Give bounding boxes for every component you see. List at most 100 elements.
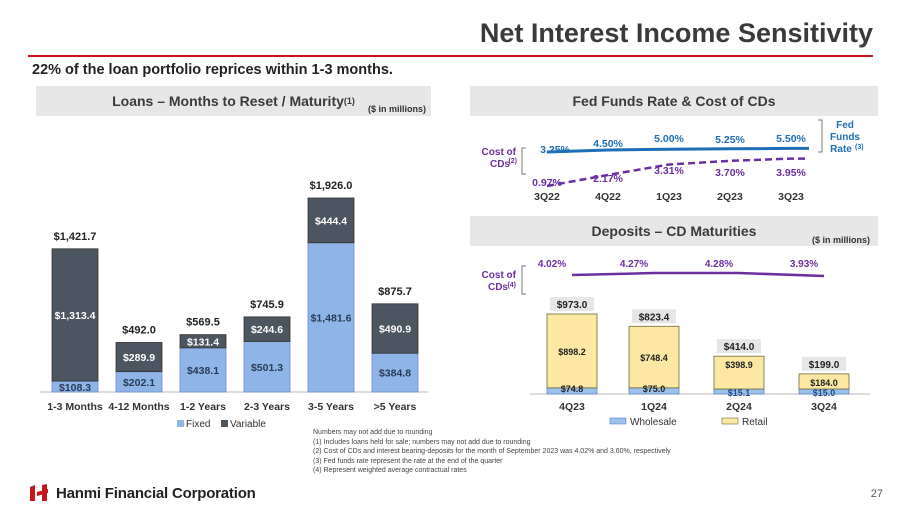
legend-label-wholesale: Wholesale (630, 417, 677, 428)
loans-panel-title-sup: (1) (343, 96, 355, 106)
variable-value-label: $289.9 (123, 352, 155, 364)
retail-bar (628, 325, 680, 389)
page-number: 27 (870, 488, 883, 500)
x-tick-label: 1Q23 (656, 191, 682, 203)
retail-value-label: $184.0 (810, 378, 838, 388)
wholesale-value-label: $75.0 (643, 384, 666, 394)
fed-panel-header: Fed Funds Rate & Cost of CDs (470, 86, 878, 116)
total-value-label: $492.0 (122, 324, 156, 336)
x-tick-label: >5 Years (374, 401, 417, 413)
variable-bar (179, 334, 227, 349)
x-tick-label: 1-2 Years (180, 401, 226, 413)
deposits-unit-label: ($ in millions) (812, 235, 871, 245)
footnote: Numbers may not add due to rounding (313, 429, 433, 436)
legend-swatch-retail (721, 417, 739, 425)
retail-bar (546, 313, 598, 389)
fed-panel-title: Fed Funds Rate & Cost of CDs (572, 93, 776, 109)
wholesale-value-label: $74.8 (561, 384, 584, 394)
footnote: (1) Includes loans held for sale; number… (313, 438, 531, 446)
cost-of-cds-label: Cost of (482, 147, 517, 158)
deposit-cost-bracket (521, 265, 526, 295)
fixed-value-label: $108.3 (59, 382, 91, 394)
total-value-label: $1,421.7 (54, 231, 97, 243)
variable-value-label: $244.6 (251, 324, 283, 336)
x-tick-label: 3Q24 (811, 401, 837, 413)
x-tick-label: 1-3 Months (47, 401, 103, 413)
x-tick-label: 4Q23 (559, 401, 585, 413)
page-subtitle: 22% of the loan portfolio reprices withi… (32, 62, 393, 78)
fixed-value-label: $384.8 (379, 368, 411, 380)
fed-rate-label: 5.25% (715, 134, 745, 146)
footnote: (3) Fed funds rate represent the rate at… (313, 457, 503, 465)
variable-bar (307, 197, 355, 244)
wholesale-value-label: $15.0 (813, 388, 836, 398)
cost-of-cds-label-2: CDs (490, 159, 510, 170)
page-title: Net Interest Income Sensitivity (479, 18, 873, 48)
deposit-cost-title-2: CDs (488, 282, 508, 293)
legend-label-variable: Variable (230, 419, 266, 430)
company-logo: Hanmi Financial Corporation (28, 484, 256, 502)
fed-rate-label: 5.50% (776, 133, 806, 145)
retail-value-label: $898.2 (558, 347, 586, 357)
hanmi-logo-icon (30, 484, 48, 501)
variable-value-label: $444.4 (315, 215, 347, 227)
fixed-value-label: $438.1 (187, 365, 219, 377)
cd-rate-label: 2.17% (593, 173, 623, 185)
cost-of-cds-sup: (2) (508, 158, 517, 165)
total-label-box (717, 339, 761, 354)
x-tick-label: 4Q22 (595, 191, 621, 203)
total-value-label: $973.0 (557, 300, 588, 311)
deposits-panel-title: Deposits – CD Maturities (591, 223, 757, 239)
fixed-bar (179, 347, 227, 393)
total-value-label: $745.9 (250, 299, 284, 311)
total-value-label: $569.5 (186, 317, 220, 329)
legend-swatch-wholesale (609, 417, 627, 425)
x-tick-label: 2-3 Years (244, 401, 290, 413)
deposit-cost-label: 4.27% (620, 259, 648, 270)
deposit-cost-line (571, 271, 825, 278)
x-tick-label: 3-5 Years (308, 401, 354, 413)
cd-rate-label: 3.31% (654, 165, 684, 177)
variable-value-label: $131.4 (187, 336, 219, 348)
retail-value-label: $748.4 (640, 353, 668, 363)
wholesale-value-label: $15.1 (728, 388, 751, 398)
loans-panel-header: Loans – Months to Reset / Maturity (1) (36, 86, 431, 116)
fed-rate-label: 4.50% (593, 138, 623, 150)
deposits-panel-header: Deposits – CD Maturities (470, 216, 878, 246)
total-value-label: $1,926.0 (310, 180, 353, 192)
variable-bar (243, 316, 291, 342)
total-value-label: $875.7 (378, 286, 412, 298)
cost-bracket (521, 147, 526, 175)
loans-unit-label: ($ in millions) (368, 104, 427, 114)
footnote: (4) Represent weighted average contractu… (313, 467, 467, 474)
loans-panel-title: Loans – Months to Reset / Maturity (112, 93, 344, 109)
total-value-label: $199.0 (809, 360, 840, 371)
total-label-box (550, 297, 594, 311)
cd-rate-label: 3.70% (715, 167, 745, 179)
x-tick-label: 3Q23 (778, 191, 804, 203)
fed-rate-label: 5.00% (654, 133, 684, 145)
fed-rate-label: 3.25% (540, 144, 570, 156)
deposit-cost-label: 4.02% (538, 259, 566, 270)
variable-bar (51, 248, 99, 382)
x-tick-label: 3Q22 (534, 191, 560, 203)
deposit-cost-label: 3.93% (790, 259, 818, 270)
fixed-bar (371, 352, 419, 393)
total-value-label: $414.0 (724, 342, 755, 353)
total-value-label: $823.4 (639, 312, 670, 323)
deposits-chart: 4.02% $973.0 $898.2 $74.8 4Q23 4.27% $823.4 $74… (482, 259, 870, 428)
fed-bracket (818, 119, 823, 153)
x-tick-label: 1Q24 (641, 401, 667, 413)
cd-rate-label: 3.95% (776, 167, 806, 179)
fixed-value-label: $501.3 (251, 362, 283, 374)
footnotes: Numbers may not add due to rounding (1) … (313, 428, 671, 476)
legend-swatch-fixed (177, 420, 184, 427)
retail-bar (798, 373, 850, 390)
deposit-cost-sup: (4) (507, 282, 516, 289)
retail-value-label: $398.9 (725, 360, 753, 370)
total-label-box (632, 309, 676, 324)
legend-label-retail: Retail (742, 417, 768, 428)
deposit-cost-label: 4.28% (705, 259, 733, 270)
fed-rate-word: Rate (830, 144, 852, 155)
cd-rate-label: 0.97% (532, 177, 562, 189)
